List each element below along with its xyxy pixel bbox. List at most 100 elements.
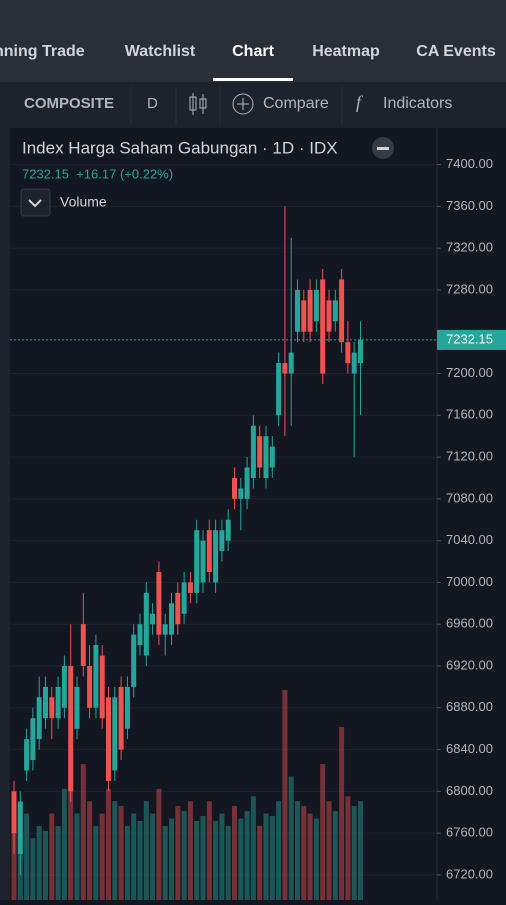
volume-bar (124, 825, 130, 900)
candle-body (99, 655, 105, 719)
candle-body (257, 436, 263, 468)
volume-bar (49, 813, 55, 900)
interval[interactable]: D (147, 95, 158, 112)
volume-bar (282, 690, 288, 900)
candle-body (282, 363, 288, 374)
volume-bar (61, 788, 67, 900)
candle-body (326, 300, 332, 332)
volume-bar (288, 776, 294, 900)
compare-icon[interactable] (232, 93, 254, 115)
y-tick-label: 6960.00 (446, 616, 493, 631)
compare[interactable]: Compare (263, 95, 329, 112)
volume-bar (263, 813, 269, 900)
volume-bar (74, 813, 80, 900)
candle-body (358, 339, 363, 364)
candle-body (106, 697, 111, 781)
volume-bar (301, 806, 307, 900)
candle-body (87, 665, 93, 708)
candle-body (43, 686, 48, 719)
volume-bar (307, 813, 313, 900)
candle-body (156, 571, 162, 635)
y-tick-label: 6920.00 (446, 657, 493, 672)
indicators[interactable]: Indicators (383, 95, 452, 112)
tab[interactable]: nning Trade (0, 43, 85, 60)
volume-bar (87, 801, 93, 900)
candle-body (169, 603, 174, 635)
volume-bar (213, 820, 219, 900)
tab[interactable]: Heatmap (312, 43, 380, 60)
volume-bar (238, 818, 244, 900)
candle-body (131, 634, 137, 687)
chart-type-icon[interactable] (189, 93, 207, 115)
volume-bar (181, 811, 187, 900)
candle-body (68, 665, 74, 792)
candle-body (187, 582, 193, 593)
left-edge (0, 82, 10, 900)
tab-active[interactable]: Chart (232, 43, 274, 60)
tab[interactable]: CA Events (416, 43, 496, 60)
compare-icon (237, 98, 249, 110)
candle-body (206, 530, 212, 572)
volume-bar (112, 801, 118, 900)
tab-bar (0, 0, 506, 82)
volume-bar (137, 820, 143, 900)
volume-bar (295, 801, 300, 900)
volume-bar (80, 764, 86, 900)
candle-body (118, 686, 124, 750)
volume-bar (55, 825, 61, 900)
candle-body (232, 477, 237, 499)
candle-body (55, 686, 61, 719)
candle-body (276, 363, 282, 416)
candle-body (124, 686, 130, 729)
symbol[interactable]: COMPOSITE (24, 95, 114, 112)
y-tick-label: 6840.00 (446, 741, 493, 756)
volume-bar (118, 806, 124, 900)
candle-body (137, 624, 143, 646)
legend-volume: Volume (60, 194, 107, 210)
collapse-icon (377, 147, 389, 150)
volume-bar (257, 825, 263, 900)
volume-bar (93, 825, 99, 900)
candle-body (11, 791, 17, 834)
indicators-icon: f (356, 92, 364, 112)
volume-bar (194, 820, 200, 900)
volume-bar (143, 801, 149, 900)
legend-title: Index Harga Saham Gabungan · 1D · IDX (22, 138, 338, 157)
y-tick-label: 7160.00 (446, 407, 493, 422)
volume-bar (150, 813, 156, 900)
tab[interactable]: Watchlist (125, 43, 196, 60)
volume-bar (169, 818, 174, 900)
candle-body (175, 592, 181, 625)
candle-body (150, 613, 156, 625)
candle-body (213, 530, 219, 583)
candle-body (269, 446, 275, 468)
legend-quote: 7232.15 +16.17 (+0.22%) (22, 166, 173, 181)
volume-bar (244, 811, 250, 900)
chevron (28, 199, 42, 208)
candle-body (351, 352, 357, 374)
volume-bar (106, 788, 111, 900)
candle-body (181, 582, 187, 614)
candle-body (288, 352, 294, 374)
y-tick-label: 7320.00 (446, 240, 493, 255)
volume-bar (345, 796, 351, 900)
candle-body (200, 540, 206, 583)
y-tick-label: 7040.00 (446, 532, 493, 547)
last-price-box (437, 329, 506, 350)
volume-bar (187, 801, 193, 900)
candle-body (238, 488, 244, 499)
candle-body (49, 697, 55, 719)
volume-bar (313, 818, 319, 900)
tab-underline (213, 78, 293, 81)
volume-bar (276, 801, 282, 900)
y-tick-label: 6720.00 (446, 866, 493, 881)
volume-bar (332, 811, 338, 900)
candle-body (339, 279, 345, 343)
candle-body (332, 300, 338, 322)
candle-body (320, 279, 326, 374)
candle-body (345, 342, 351, 364)
y-tick-label: 7080.00 (446, 490, 493, 505)
volume-toggle[interactable] (20, 188, 51, 217)
volume-bar (232, 806, 237, 900)
